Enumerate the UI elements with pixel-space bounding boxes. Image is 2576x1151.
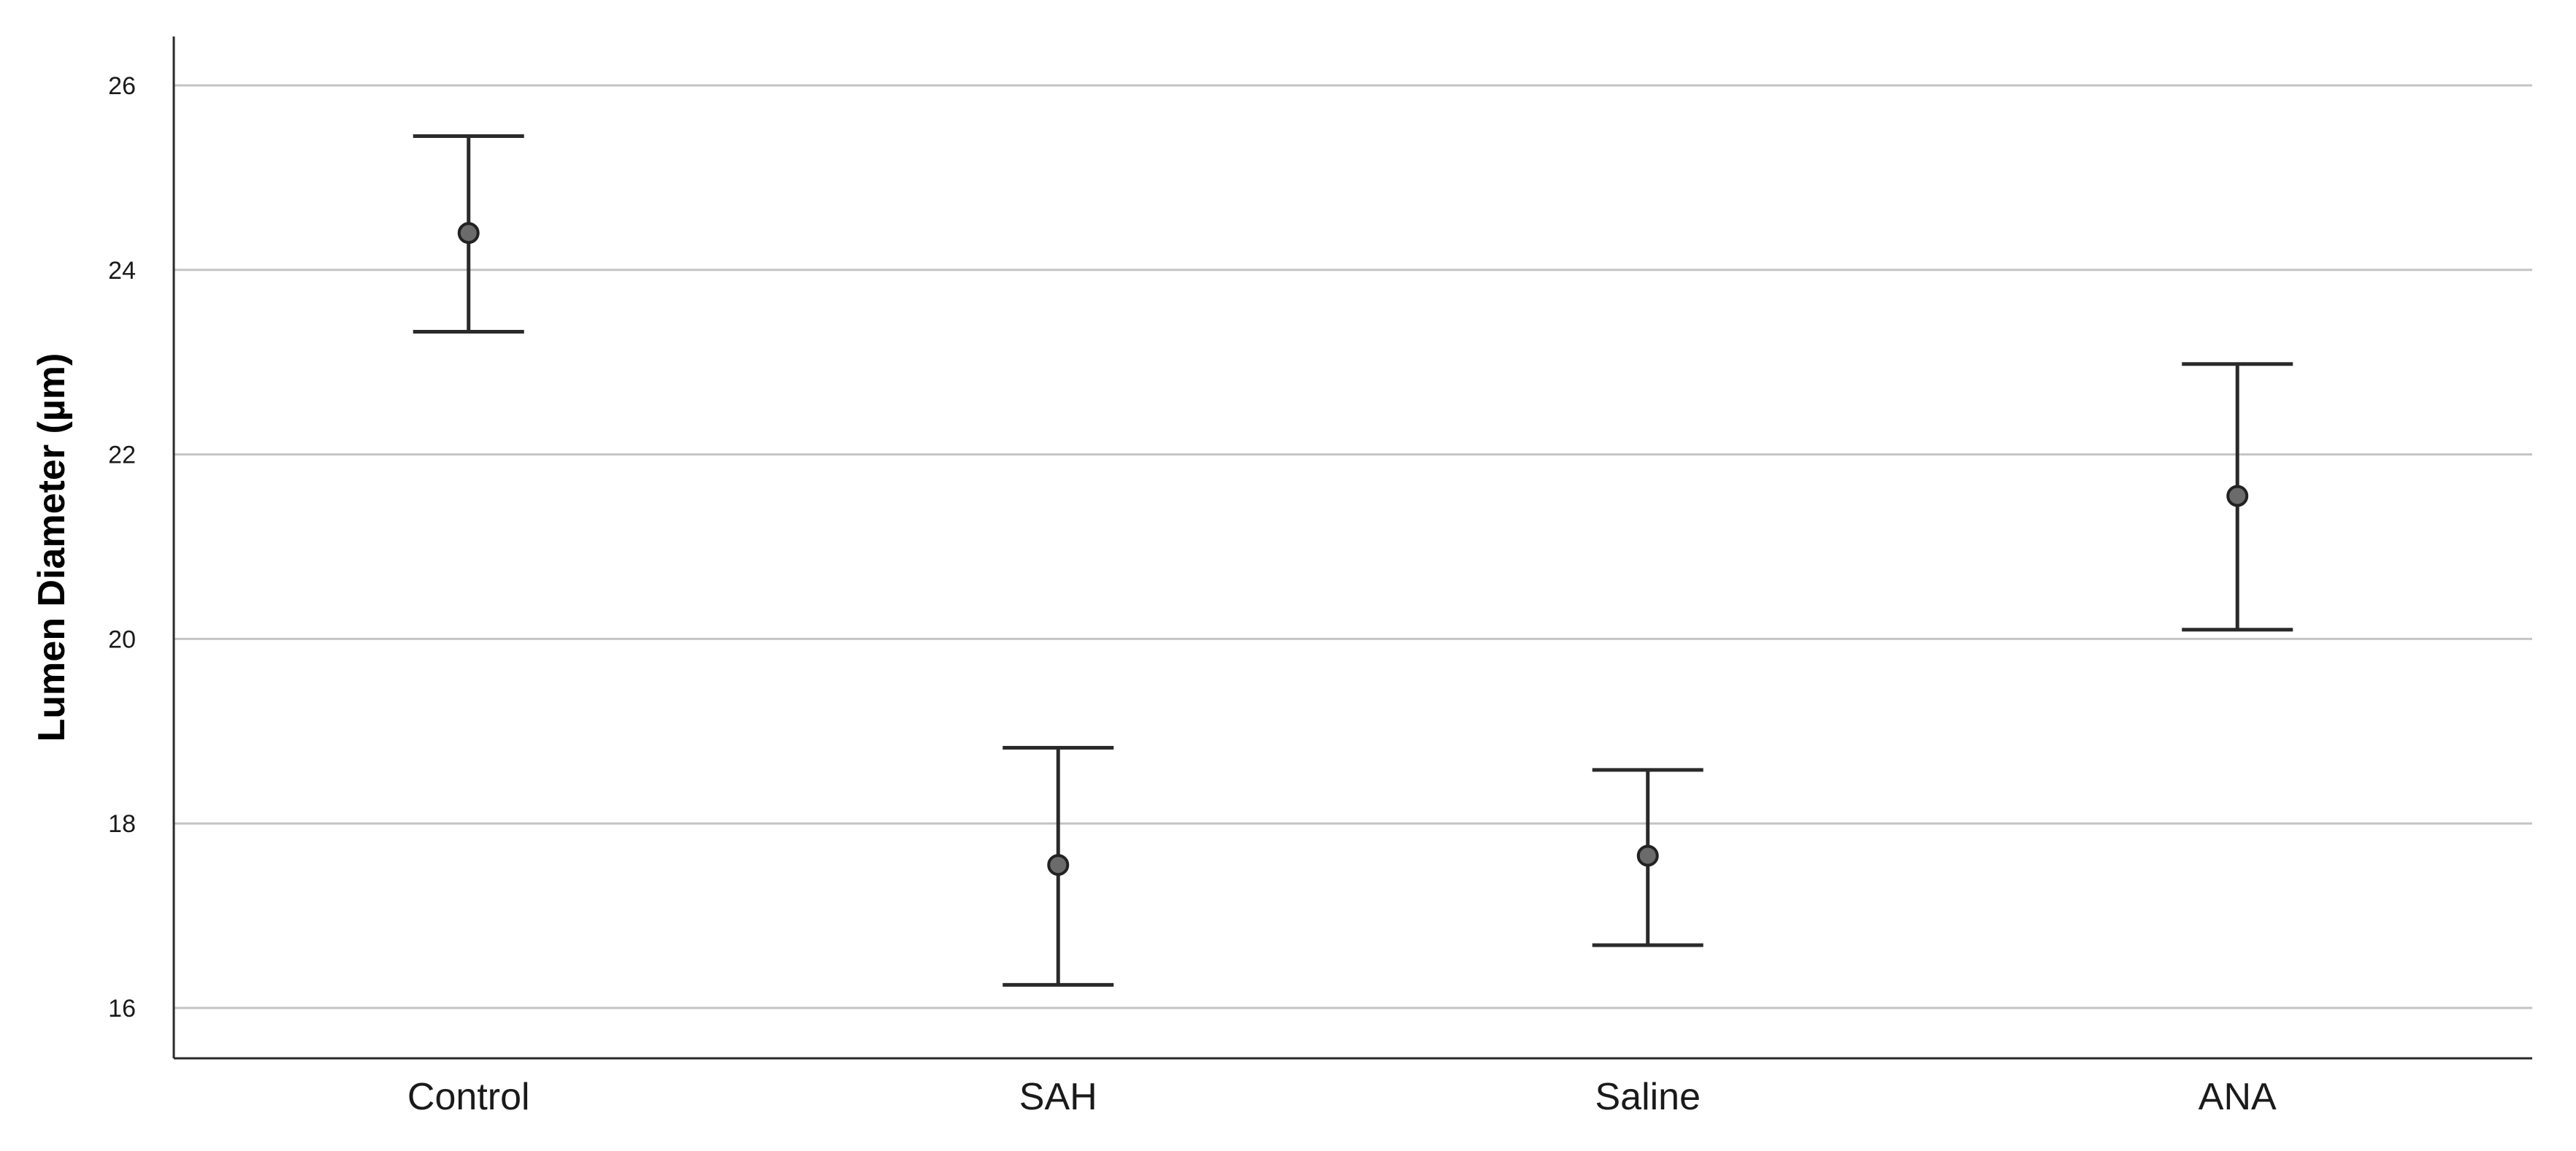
x-tick-label: SAH [1019, 1076, 1097, 1118]
axes [172, 36, 2532, 1060]
y-tick-label: 24 [108, 257, 136, 285]
x-tick-label: Saline [1595, 1076, 1701, 1118]
y-tick-label: 18 [108, 810, 136, 838]
x-tick-label: Control [407, 1076, 530, 1118]
error-bar-saline [1592, 768, 1703, 947]
y-tick-labels: 16 18 20 22 24 26 [108, 72, 136, 1023]
x-category-labels: Control SAH Saline ANA [407, 1076, 2277, 1118]
gridlines [174, 84, 2532, 1009]
error-bar-control [413, 134, 524, 334]
y-tick-label: 26 [108, 72, 136, 100]
y-tick-label: 20 [108, 625, 136, 653]
mean-point [1636, 844, 1659, 867]
y-axis-title: Lumen Diameter (µm) [31, 353, 73, 742]
error-bar-sah [1003, 746, 1114, 987]
mean-point [2226, 485, 2249, 507]
x-tick-label: ANA [2199, 1076, 2277, 1118]
error-bar-ana [2182, 362, 2293, 632]
y-tick-label: 22 [108, 442, 136, 469]
mean-point [457, 222, 480, 245]
y-tick-label: 16 [108, 995, 136, 1023]
mean-point [1047, 854, 1070, 877]
error-bars [413, 134, 2293, 987]
